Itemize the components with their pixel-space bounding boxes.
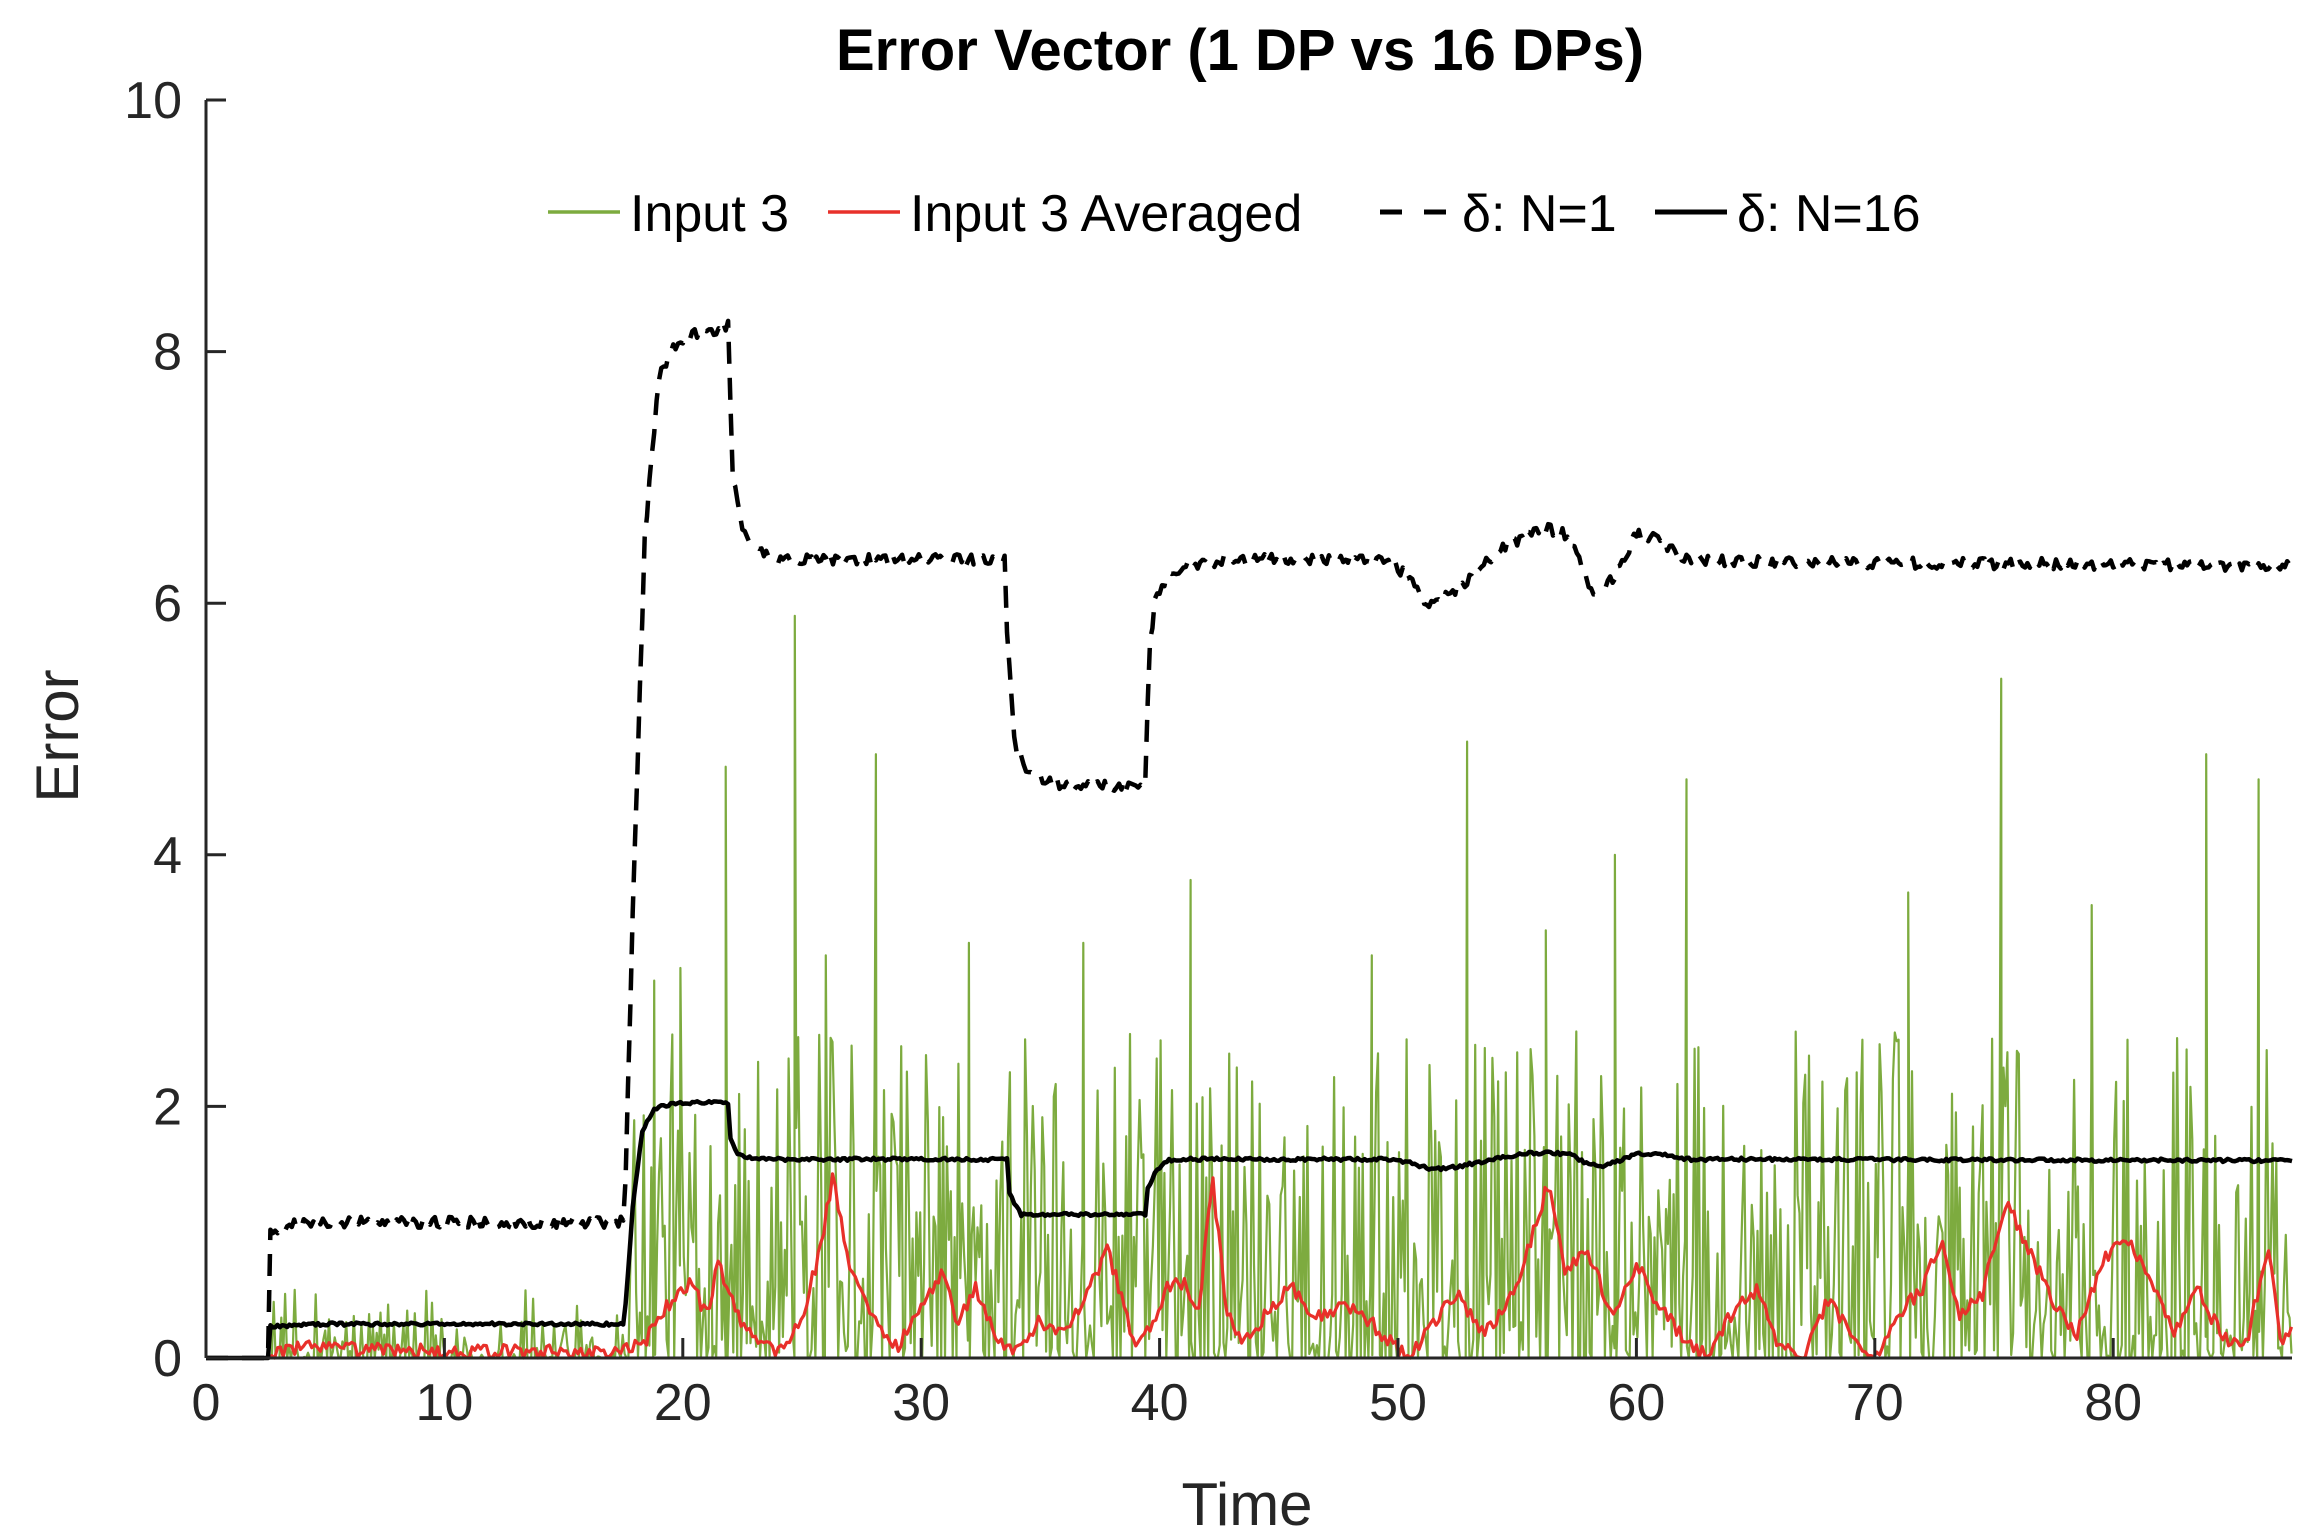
x-tick-label: 80 bbox=[2084, 1374, 2142, 1432]
series-delta-n1-line bbox=[206, 318, 2294, 1361]
x-tick-label: 20 bbox=[654, 1374, 712, 1432]
y-tick-label: 0 bbox=[153, 1330, 182, 1388]
x-tick-label: 70 bbox=[1846, 1374, 1904, 1432]
axes: 0 2 4 6 8 10 0 10 20 30 40 50 60 70 80 bbox=[124, 72, 2292, 1432]
y-axis-label: Error bbox=[24, 669, 91, 802]
legend: Input 3 Input 3 Averaged δ: N=1 δ: N=16 bbox=[548, 185, 1921, 243]
y-tick-label: 8 bbox=[153, 324, 182, 382]
y-tick-label: 2 bbox=[153, 1078, 182, 1136]
x-axis-label: Time bbox=[1181, 1471, 1312, 1538]
legend-label: Input 3 Averaged bbox=[910, 185, 1302, 243]
series-input-3-averaged-line bbox=[206, 1172, 2294, 1360]
y-tick-label: 6 bbox=[153, 575, 182, 633]
legend-label: δ: N=1 bbox=[1462, 185, 1617, 243]
legend-label: δ: N=16 bbox=[1737, 185, 1921, 243]
x-tick-label: 10 bbox=[415, 1374, 473, 1432]
legend-label: Input 3 bbox=[630, 185, 789, 243]
x-tick-label: 60 bbox=[1607, 1374, 1665, 1432]
series-delta-n16-line bbox=[206, 1098, 2293, 1361]
chart-title: Error Vector (1 DP vs 16 DPs) bbox=[836, 18, 1644, 83]
x-tick-label: 40 bbox=[1131, 1374, 1189, 1432]
x-tick-label: 30 bbox=[892, 1374, 950, 1432]
y-tick-label: 4 bbox=[153, 827, 182, 885]
plot-area bbox=[206, 318, 2294, 1361]
series-input-3-line bbox=[206, 614, 2293, 1360]
y-tick-label: 10 bbox=[124, 72, 182, 130]
x-tick-label: 0 bbox=[192, 1374, 221, 1432]
x-tick-label: 50 bbox=[1369, 1374, 1427, 1432]
